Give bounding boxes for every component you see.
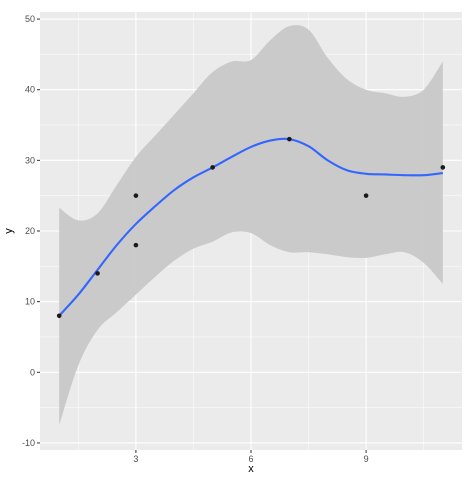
x-axis-title: x: [248, 463, 254, 475]
y-axis: -10 0 10 20 30 40 50: [22, 14, 40, 448]
x-tick-label: 6: [248, 454, 253, 464]
y-tick-label: 30: [25, 155, 35, 165]
y-axis-title: y: [3, 228, 15, 234]
y-tick-label: 0: [30, 367, 35, 377]
y-tick-label: 10: [25, 297, 35, 307]
y-tick-label: 40: [25, 85, 35, 95]
x-tick-label: 9: [364, 454, 369, 464]
data-point: [95, 271, 100, 276]
data-point: [133, 193, 139, 198]
y-tick-label: 50: [25, 14, 35, 24]
y-tick-label: 20: [25, 226, 35, 236]
data-point: [133, 242, 139, 248]
data-point: [287, 136, 292, 142]
y-tick-label: -10: [22, 438, 35, 448]
data-points: [56, 136, 446, 319]
data-point: [363, 193, 369, 198]
x-tick-label: 3: [133, 454, 138, 464]
data-point: [210, 165, 215, 170]
confidence-band: [59, 25, 443, 426]
x-axis: 3 6 9: [133, 450, 369, 464]
smooth-line: [58, 137, 443, 317]
data-point: [56, 313, 62, 319]
data-point: [440, 165, 446, 170]
